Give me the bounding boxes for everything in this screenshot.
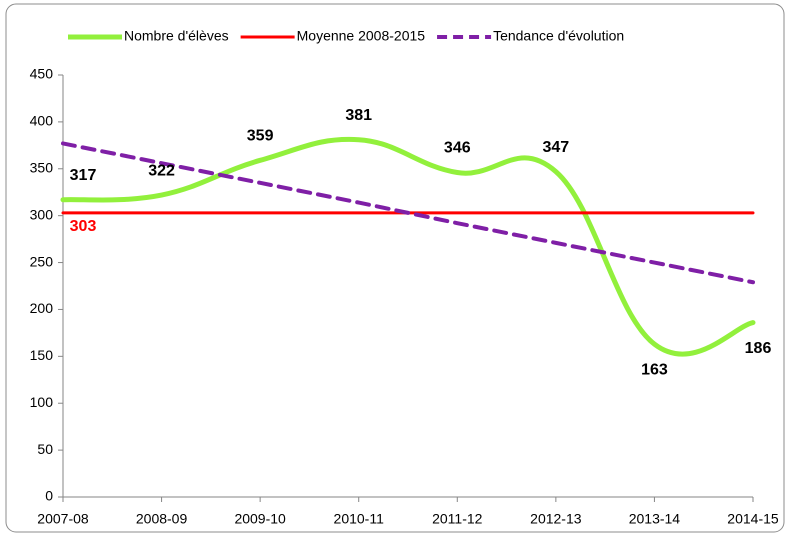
chart-frame [5,3,785,533]
data-label: 322 [148,162,175,179]
x-tick-label: 2012-13 [530,511,582,527]
legend-label: Nombre d'élèves [124,28,229,44]
x-tick-label: 2007-08 [37,511,89,527]
legend-label: Tendance d'évolution [493,28,624,44]
data-label: 163 [641,361,668,378]
x-tick-label: 2013-14 [629,511,681,527]
series-line [60,136,756,357]
y-tick-label: 150 [30,347,54,363]
y-tick-label: 250 [30,253,54,269]
series-line [61,141,755,285]
x-tick-label: 2009-10 [234,511,286,527]
x-tick-label: 2010-11 [334,511,385,527]
data-label: 359 [247,128,274,145]
y-tick-label: 300 [30,206,54,222]
y-tick-label: 0 [45,488,53,504]
x-tick-label: 2011-12 [432,511,483,527]
data-label: 346 [444,140,471,157]
x-tick-label: 2014-15 [727,511,779,527]
data-label: 186 [745,340,772,357]
data-label: 303 [70,218,97,235]
y-tick-label: 50 [37,441,53,457]
data-label: 317 [70,167,97,184]
data-label: 347 [543,139,570,156]
y-tick-label: 100 [30,394,54,410]
legend-label: Moyenne 2008-2015 [297,28,426,44]
y-tick-label: 200 [30,300,54,316]
y-tick-label: 400 [30,113,54,129]
data-label: 381 [345,107,372,124]
y-tick-label: 350 [30,159,54,175]
x-tick-label: 2008-09 [136,511,188,527]
y-tick-label: 450 [30,66,54,82]
